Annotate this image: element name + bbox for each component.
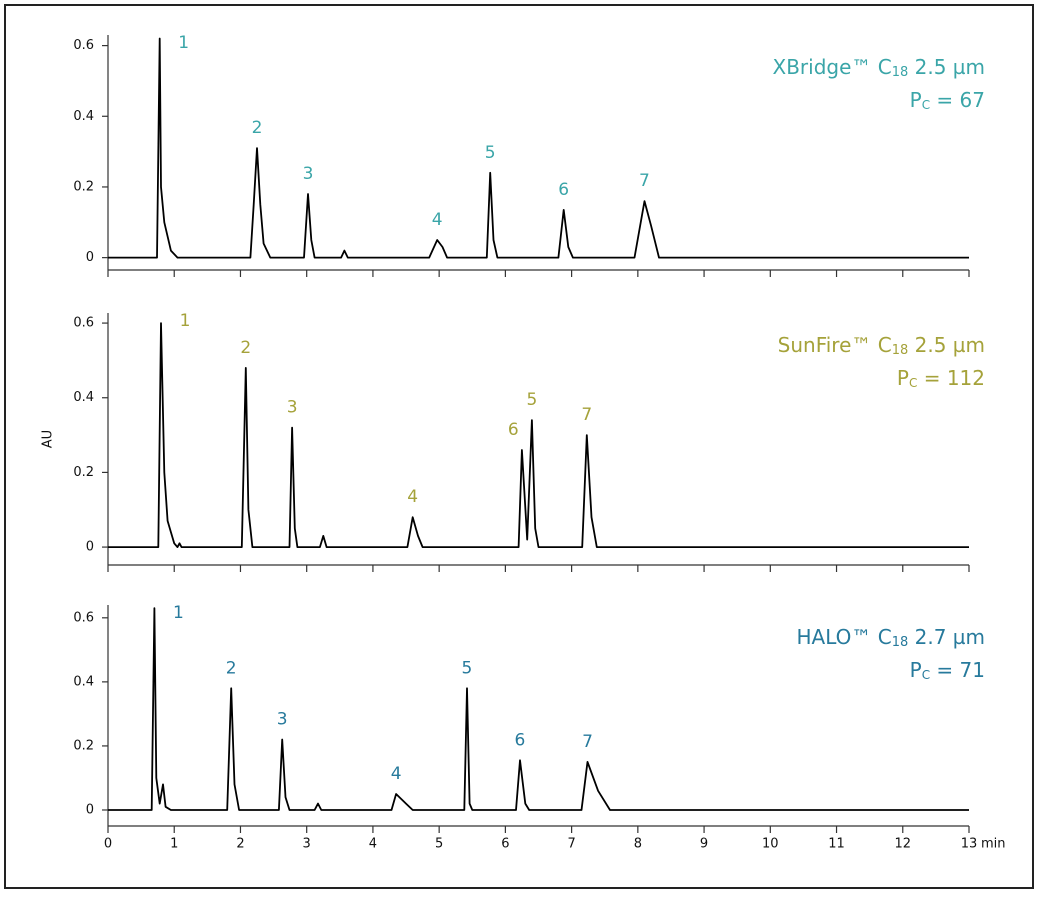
x-tick-label: 10	[762, 837, 779, 852]
peak-label: 7	[639, 171, 650, 191]
chromatogram-line	[108, 37, 969, 259]
column-size: 2.5 µm	[908, 333, 985, 357]
x-tick-label: 12	[894, 837, 911, 852]
peak-label: 2	[226, 658, 237, 678]
x-axis-label: min	[981, 837, 1006, 852]
x-tick-label: 8	[634, 837, 642, 852]
pc-label: PC = 67	[910, 88, 985, 112]
x-tick-label: 2	[236, 837, 244, 852]
peak-label: 4	[391, 764, 402, 784]
pc-value: = 67	[930, 88, 985, 112]
y-tick-label: 0.2	[73, 738, 94, 753]
peak-label: 1	[173, 603, 184, 623]
peak-label: 3	[287, 398, 298, 418]
x-tick-label: 13	[961, 837, 978, 852]
column-label: HALO™ C18 2.7 µm	[797, 625, 986, 650]
pc-name: P	[897, 366, 909, 390]
peak-label: 5	[485, 143, 496, 163]
x-tick-label: 6	[501, 837, 509, 852]
column-label: XBridge™ C18 2.5 µm	[773, 55, 986, 80]
y-tick-label: 0.2	[73, 465, 94, 480]
column-name: HALO™ C	[797, 625, 892, 649]
column-size: 2.5 µm	[908, 55, 985, 79]
y-tick-label: 0.2	[73, 179, 94, 194]
peak-label: 2	[240, 338, 251, 358]
peak-label: 5	[462, 658, 473, 678]
pc-value: = 71	[930, 658, 985, 682]
x-tick-label: 5	[435, 837, 443, 852]
column-size: 2.7 µm	[908, 625, 985, 649]
x-tick-label: 0	[104, 837, 112, 852]
pc-value: = 112	[917, 366, 985, 390]
pc-name: P	[910, 658, 922, 682]
chromatogram-line	[108, 322, 969, 548]
peak-label: 7	[582, 732, 593, 752]
peak-label: 3	[277, 710, 288, 730]
peak-label: 1	[178, 33, 189, 53]
pc-label: PC = 112	[897, 366, 985, 390]
peak-label: 7	[581, 405, 592, 425]
peak-label: 1	[180, 311, 191, 331]
peak-label: 4	[432, 210, 443, 230]
y-tick-label: 0	[86, 540, 94, 555]
x-tick-label: 9	[700, 837, 708, 852]
pc-sub: C	[922, 98, 930, 112]
column-label: SunFire™ C18 2.5 µm	[778, 333, 985, 358]
x-tick-label: 11	[828, 837, 845, 852]
y-axis-label: AU	[41, 430, 56, 448]
chromatogram-line	[108, 607, 969, 811]
column-name: SunFire™ C	[778, 333, 892, 357]
y-tick-label: 0.4	[73, 109, 94, 124]
x-tick-label: 7	[567, 837, 575, 852]
column-sub: 18	[892, 635, 909, 650]
y-tick-label: 0.4	[73, 390, 94, 405]
pc-label: PC = 71	[910, 658, 985, 682]
peak-label: 6	[558, 180, 569, 200]
column-sub: 18	[892, 65, 909, 80]
column-name: XBridge™ C	[773, 55, 892, 79]
peak-label: 2	[252, 118, 263, 138]
y-tick-label: 0	[86, 250, 94, 265]
pc-sub: C	[909, 376, 917, 390]
x-tick-label: 1	[170, 837, 178, 852]
peak-label: 3	[303, 164, 314, 184]
peak-label: 6	[508, 420, 519, 440]
peak-label: 5	[526, 390, 537, 410]
y-tick-label: 0.6	[73, 610, 94, 625]
y-tick-label: 0.6	[73, 316, 94, 331]
frame	[4, 4, 1034, 889]
peak-label: 4	[407, 487, 418, 507]
pc-sub: C	[922, 668, 930, 682]
peak-label: 6	[515, 730, 526, 750]
pc-name: P	[910, 88, 922, 112]
column-sub: 18	[892, 343, 909, 358]
x-tick-label: 4	[369, 837, 377, 852]
x-tick-label: 3	[303, 837, 311, 852]
y-tick-label: 0.4	[73, 674, 94, 689]
y-tick-label: 0	[86, 802, 94, 817]
y-tick-label: 0.6	[73, 38, 94, 53]
